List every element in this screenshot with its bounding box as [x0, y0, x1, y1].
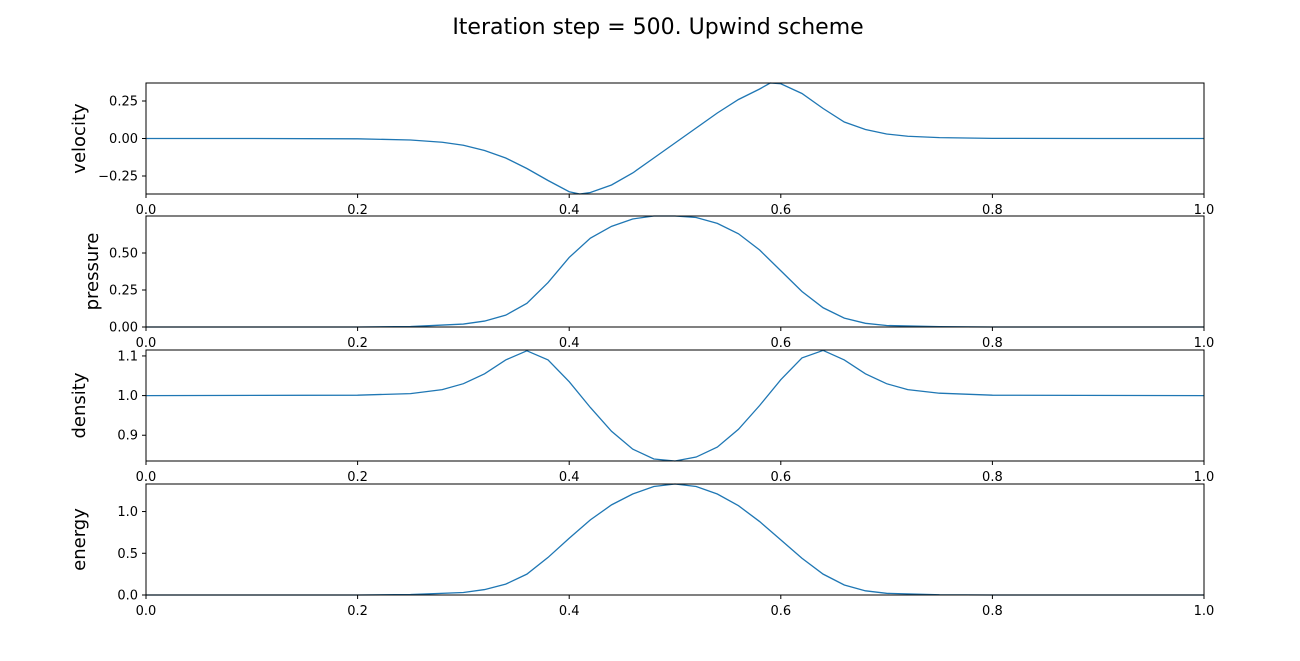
subplot-density: 0.0 0.2 0.4 0.6 0.8 1.0 0.9 1.0 1.1 density — [69, 349, 1214, 485]
velocity-xtick-label: 0.0 — [136, 203, 157, 218]
density-xtick-label: 0.6 — [770, 470, 791, 485]
energy-axes-frame — [145, 483, 1205, 596]
pressure-xtick-label: 0.0 — [136, 336, 157, 351]
subplot-energy: 0.0 0.2 0.4 0.6 0.8 1.0 0.0 0.5 1.0 energy — [69, 483, 1215, 619]
subplot-pressure: 0.0 0.2 0.4 0.6 0.8 1.0 0.00 0.25 0.50 pressure — [82, 215, 1215, 351]
density-xtick-label: 0.2 — [347, 470, 368, 485]
energy-xtick-label: 0.0 — [136, 604, 157, 619]
energy-xtick-label: 0.6 — [770, 604, 791, 619]
pressure-ytick-label: 0.00 — [109, 321, 138, 336]
energy-xtick-label: 0.8 — [982, 604, 1003, 619]
density-ytick-label: 0.9 — [117, 429, 138, 444]
energy-xtick-label: 0.4 — [559, 604, 580, 619]
energy-xtick-label: 0.2 — [347, 604, 368, 619]
velocity-xtick-label: 0.2 — [347, 203, 368, 218]
energy-ytick-label: 0.0 — [117, 589, 138, 604]
velocity-xtick-label: 1.0 — [1194, 203, 1215, 218]
energy-series-line — [146, 483, 1204, 596]
velocity-xtick-label: 0.4 — [559, 203, 580, 218]
pressure-xtick-label: 0.4 — [559, 336, 580, 351]
velocity-ytick-label: −0.25 — [98, 170, 138, 185]
energy-xtick-label: 1.0 — [1194, 604, 1215, 619]
velocity-ytick-label: 0.25 — [109, 95, 138, 110]
density-xtick-label: 0.8 — [982, 470, 1003, 485]
pressure-xtick-label: 0.2 — [347, 336, 368, 351]
density-axis-label: density — [69, 372, 90, 438]
density-xtick-label: 0.4 — [559, 470, 580, 485]
pressure-series-line — [146, 215, 1204, 328]
velocity-series-line — [146, 82, 1204, 195]
pressure-xtick-label: 0.6 — [770, 336, 791, 351]
pressure-axes-frame — [145, 215, 1205, 328]
pressure-axis-label: pressure — [82, 233, 103, 311]
density-series-line — [145, 349, 1205, 462]
velocity-ytick-label: 0.00 — [109, 132, 138, 147]
chart-title: Iteration step = 500. Upwind scheme — [452, 15, 863, 40]
energy-axis-label: energy — [69, 508, 90, 571]
pressure-ytick-label: 0.25 — [109, 284, 138, 299]
pressure-xtick-label: 1.0 — [1194, 336, 1215, 351]
pressure-xtick-label: 0.8 — [982, 336, 1003, 351]
density-xtick-label: 1.0 — [1194, 470, 1215, 485]
subplot-velocity: 0.0 0.2 0.4 0.6 0.8 1.0 −0.25 0.00 0.25 velocity — [69, 82, 1215, 218]
pressure-ytick-label: 0.50 — [109, 247, 138, 262]
velocity-axis-label: velocity — [69, 103, 90, 174]
energy-ytick-label: 1.0 — [117, 505, 138, 520]
energy-ytick-label: 0.5 — [117, 547, 138, 562]
density-xtick-label: 0.0 — [136, 470, 157, 485]
density-ytick-label: 1.1 — [117, 349, 138, 364]
density-ytick-label: 1.0 — [117, 389, 138, 404]
subplots: 0.0 0.2 0.4 0.6 0.8 1.0−0.250.000.25velocity0… — [69, 82, 1215, 619]
density-axes-frame — [145, 349, 1205, 462]
velocity-xtick-label: 0.6 — [770, 203, 791, 218]
velocity-xtick-label: 0.8 — [982, 203, 1003, 218]
